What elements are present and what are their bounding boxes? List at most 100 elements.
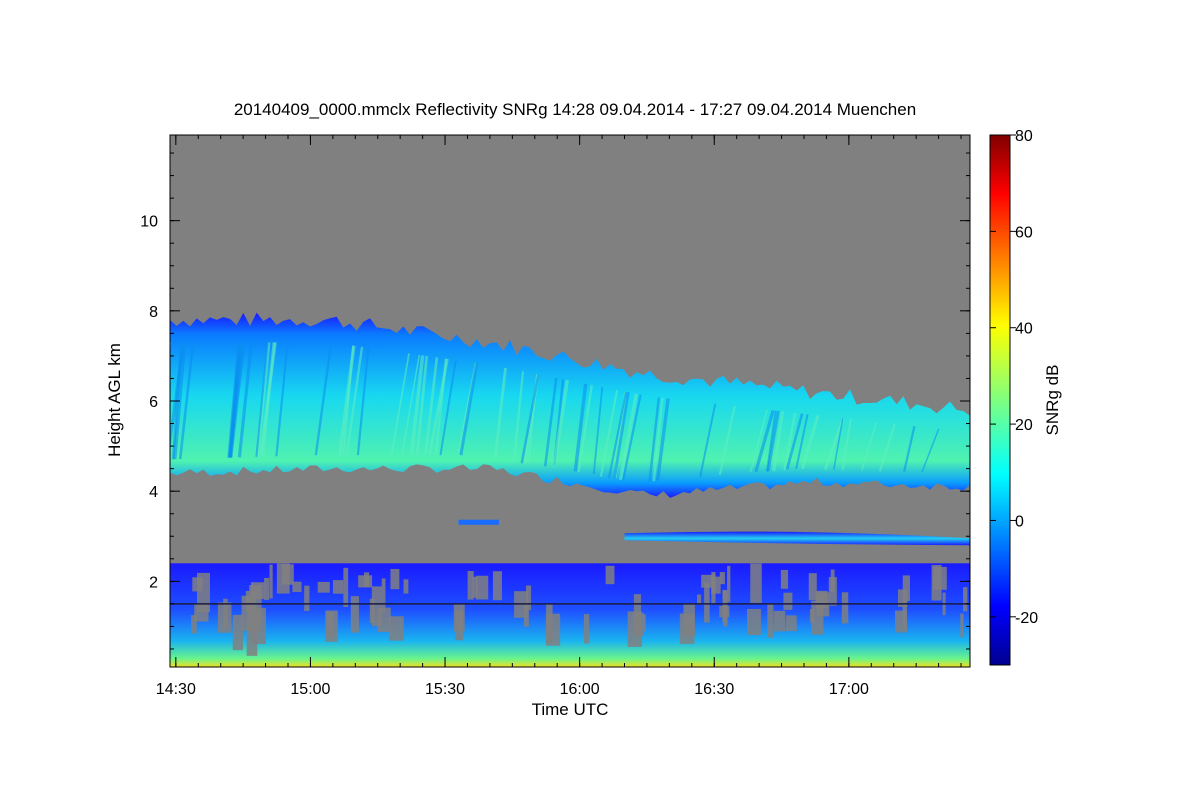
boundary-gap xyxy=(605,565,615,585)
boundary-gap xyxy=(281,564,294,585)
boundary-gap xyxy=(192,577,203,592)
boundary-gap xyxy=(472,576,478,598)
boundary-gap xyxy=(241,595,253,631)
fall-streak xyxy=(903,426,916,472)
fall-streak xyxy=(459,362,479,456)
boundary-gap xyxy=(194,604,209,622)
boundary-gap xyxy=(390,568,400,590)
fall-streak xyxy=(255,342,269,457)
fall-streak xyxy=(552,379,569,469)
boundary-gap xyxy=(317,581,330,593)
fall-streak xyxy=(860,421,878,471)
fall-streak xyxy=(345,346,364,456)
x-axis: 14:30 15:00 15:30 16:00 16:30 17:00 xyxy=(156,135,962,698)
boundary-gap xyxy=(683,603,695,637)
boundary-gap xyxy=(773,610,786,632)
fall-streak xyxy=(178,342,195,460)
boundary-gap xyxy=(371,586,382,627)
boundary-gap xyxy=(808,573,817,601)
colorbar-scale xyxy=(989,134,1011,666)
boundary-gap xyxy=(250,582,265,599)
boundary-gap xyxy=(358,575,373,588)
boundary-gap xyxy=(828,577,837,606)
fall-streak xyxy=(833,418,844,470)
boundary-gap xyxy=(750,563,762,603)
boundary-gap xyxy=(492,571,502,601)
fall-streak xyxy=(652,397,664,482)
boundary-gap xyxy=(897,589,908,607)
boundary-gap xyxy=(269,564,273,599)
fall-streak xyxy=(648,397,661,482)
fall-streak xyxy=(921,428,940,473)
boundary-gap xyxy=(811,600,824,635)
fall-streak xyxy=(261,342,276,457)
boundary-gap xyxy=(727,565,731,603)
boundary-gap xyxy=(627,611,642,647)
y-tick-label: 10 xyxy=(140,214,158,231)
fall-streak xyxy=(621,394,642,481)
fall-streak xyxy=(229,342,246,458)
boundary-gap xyxy=(191,615,197,634)
fall-streak xyxy=(314,342,333,456)
colorbar-tick-label: 20 xyxy=(1015,417,1033,434)
boundary-gap xyxy=(217,602,232,633)
boundary-gap xyxy=(546,604,553,643)
colorbar-title: SNRg dB xyxy=(1043,365,1062,436)
fall-streak xyxy=(613,391,630,479)
fall-streak xyxy=(428,358,449,456)
boundary-gap xyxy=(711,576,721,594)
fall-streak xyxy=(599,389,619,477)
boundary-gap xyxy=(343,567,349,607)
boundary-gap xyxy=(467,571,474,600)
fall-streak xyxy=(655,398,670,481)
y-tick-label: 8 xyxy=(149,304,158,321)
fall-streak xyxy=(878,423,896,472)
y-tick-label: 6 xyxy=(149,394,158,411)
y-tick-label: 2 xyxy=(149,574,158,591)
fall-streak xyxy=(520,374,540,464)
fall-streak xyxy=(577,384,593,473)
boundary-gap xyxy=(786,615,797,632)
fall-streak xyxy=(772,411,785,472)
fall-streak xyxy=(543,377,558,467)
colorbar-tick-label: 0 xyxy=(1015,513,1024,530)
boundary-gap xyxy=(767,603,774,638)
colorbar-tick-label: -20 xyxy=(1015,610,1038,627)
boundary-gap xyxy=(931,564,942,601)
boundary-gap xyxy=(841,592,849,624)
fall-streak xyxy=(573,383,588,472)
plot-area xyxy=(170,135,970,667)
boundary-gap xyxy=(455,610,464,641)
x-axis-title: Time UTC xyxy=(532,700,609,719)
fall-streak xyxy=(749,409,768,473)
boundary-gap xyxy=(253,604,257,621)
fall-streak xyxy=(754,409,775,473)
boundary-gap xyxy=(381,578,386,612)
fall-streak xyxy=(823,417,845,471)
boundary-gap xyxy=(960,613,964,638)
boundary-gap xyxy=(704,583,710,623)
fall-streak xyxy=(439,359,457,456)
fall-streak xyxy=(229,342,243,458)
boundary-gap xyxy=(232,614,243,651)
x-tick-label: 16:00 xyxy=(560,681,600,698)
fall-streak xyxy=(785,413,804,470)
boundary-gap xyxy=(697,594,701,605)
boundary-gap xyxy=(304,585,310,611)
colorbar-tick-label: 80 xyxy=(1015,128,1033,145)
fall-streak xyxy=(275,342,289,457)
boundary-gap xyxy=(780,569,789,589)
colorbar-tick-label: 60 xyxy=(1015,224,1033,241)
thin-layer xyxy=(624,531,970,546)
fall-streak xyxy=(170,342,172,353)
boundary-gap xyxy=(783,592,793,610)
boundary-gap xyxy=(350,596,359,633)
fall-streak xyxy=(237,342,254,458)
fall-streak xyxy=(783,412,797,471)
boundary-gap xyxy=(388,616,404,641)
boundary-gap xyxy=(523,602,529,627)
fall-streak xyxy=(342,345,355,456)
fall-streak xyxy=(356,347,370,456)
boundary-gap xyxy=(526,585,532,611)
